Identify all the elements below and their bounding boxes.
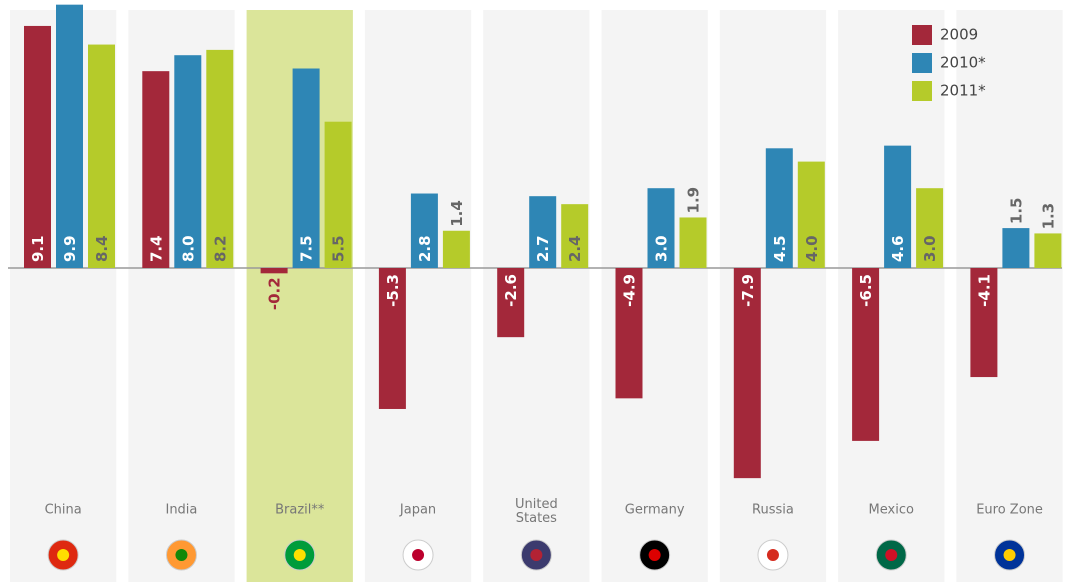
value-label: 9.9 (61, 235, 79, 262)
flag-detail (648, 549, 661, 561)
bar (292, 68, 320, 268)
bar (970, 268, 998, 378)
value-label: 1.9 (685, 187, 703, 214)
bar (884, 145, 912, 268)
value-label: 2.7 (534, 235, 552, 262)
value-label: 3.0 (921, 235, 939, 262)
bar (497, 268, 525, 338)
category-label: Euro Zone (976, 503, 1043, 518)
legend-label: 2009 (940, 26, 978, 44)
bar (442, 230, 470, 268)
bar (1034, 233, 1062, 268)
bar (765, 148, 793, 268)
legend-swatch (912, 53, 932, 73)
bar (561, 204, 589, 268)
category-label: Mexico (869, 503, 914, 518)
value-label: -5.3 (384, 274, 402, 307)
flag-detail (412, 549, 425, 561)
value-label: -7.9 (739, 274, 757, 307)
bar (378, 268, 406, 409)
value-label: 7.5 (298, 235, 316, 262)
bar (24, 25, 51, 268)
flag-detail (293, 549, 306, 561)
bar (260, 268, 288, 274)
legend-label: 2011* (940, 82, 986, 100)
category-label: United States (515, 497, 558, 526)
value-label: -0.2 (266, 277, 284, 310)
bar (324, 121, 352, 268)
value-label: -2.6 (502, 274, 520, 307)
flag-detail (766, 549, 779, 561)
bar (174, 55, 202, 269)
value-label: 7.4 (147, 235, 165, 262)
bar (1002, 228, 1030, 268)
bar (142, 71, 170, 268)
bar (679, 217, 707, 268)
bar (529, 196, 557, 268)
value-label: 5.5 (330, 235, 348, 262)
bar (647, 188, 675, 268)
value-label: 8.4 (93, 235, 111, 262)
value-label: 8.0 (179, 235, 197, 262)
flag-detail (530, 549, 543, 561)
value-label: -4.9 (621, 274, 639, 307)
value-label: 4.5 (771, 235, 789, 262)
category-line: United (515, 497, 558, 512)
bar (56, 4, 83, 268)
category-label: India (165, 503, 197, 518)
category-label: China (45, 503, 82, 518)
value-label: 9.1 (29, 235, 47, 262)
category-line: States (516, 511, 557, 526)
value-label: 2.4 (566, 235, 584, 262)
value-label: 8.2 (211, 235, 229, 262)
value-label: 1.3 (1039, 203, 1057, 230)
bar (852, 268, 880, 441)
category-label: Brazil** (275, 503, 325, 518)
value-label: 1.5 (1007, 198, 1025, 225)
flag-detail (175, 549, 188, 561)
bar (797, 161, 825, 268)
category-label: Japan (399, 503, 436, 518)
bar (916, 188, 944, 268)
value-label: 1.4 (448, 200, 466, 227)
bar (733, 268, 761, 479)
category-label: Russia (752, 503, 794, 518)
value-label: 4.0 (803, 235, 821, 262)
flag-detail (1003, 549, 1016, 561)
legend-swatch (912, 25, 932, 45)
value-label: -6.5 (857, 274, 875, 307)
category-label: Germany (625, 503, 685, 518)
legend-swatch (912, 81, 932, 101)
value-label: 3.0 (653, 235, 671, 262)
bar (615, 268, 643, 399)
value-label: 4.6 (889, 235, 907, 262)
value-label: -4.1 (975, 274, 993, 307)
flag-detail (885, 549, 898, 561)
value-label: 2.8 (416, 235, 434, 262)
legend-label: 2010* (940, 54, 986, 72)
bar (206, 49, 234, 268)
bar (88, 44, 115, 269)
bar (410, 193, 438, 268)
flag-detail (57, 549, 70, 561)
